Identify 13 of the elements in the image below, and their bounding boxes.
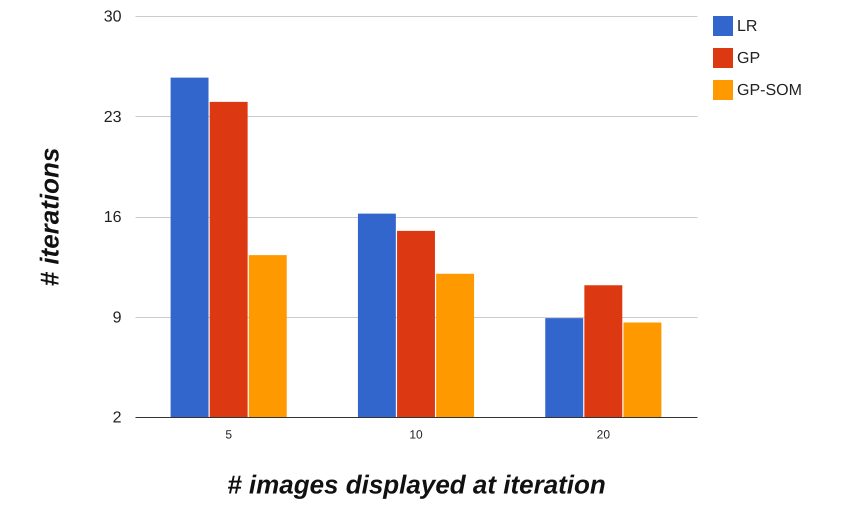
x-tick-label: 10 xyxy=(409,428,423,442)
x-tick-label: 5 xyxy=(225,428,232,442)
x-axis-title: # images displayed at iteration xyxy=(227,470,606,500)
legend-label: LR xyxy=(737,18,758,35)
y-tick-label: 16 xyxy=(104,209,122,226)
y-tick-label: 9 xyxy=(112,309,122,326)
legend-label: GP xyxy=(737,50,760,67)
y-tick-label: 2 xyxy=(112,410,122,426)
y-tick-label: 23 xyxy=(104,108,122,126)
y-axis-title: # iterations xyxy=(34,148,65,286)
legend-label: GP-SOM xyxy=(737,82,802,99)
x-tick-label: 20 xyxy=(596,428,610,442)
y-tick-label: 30 xyxy=(104,8,122,26)
